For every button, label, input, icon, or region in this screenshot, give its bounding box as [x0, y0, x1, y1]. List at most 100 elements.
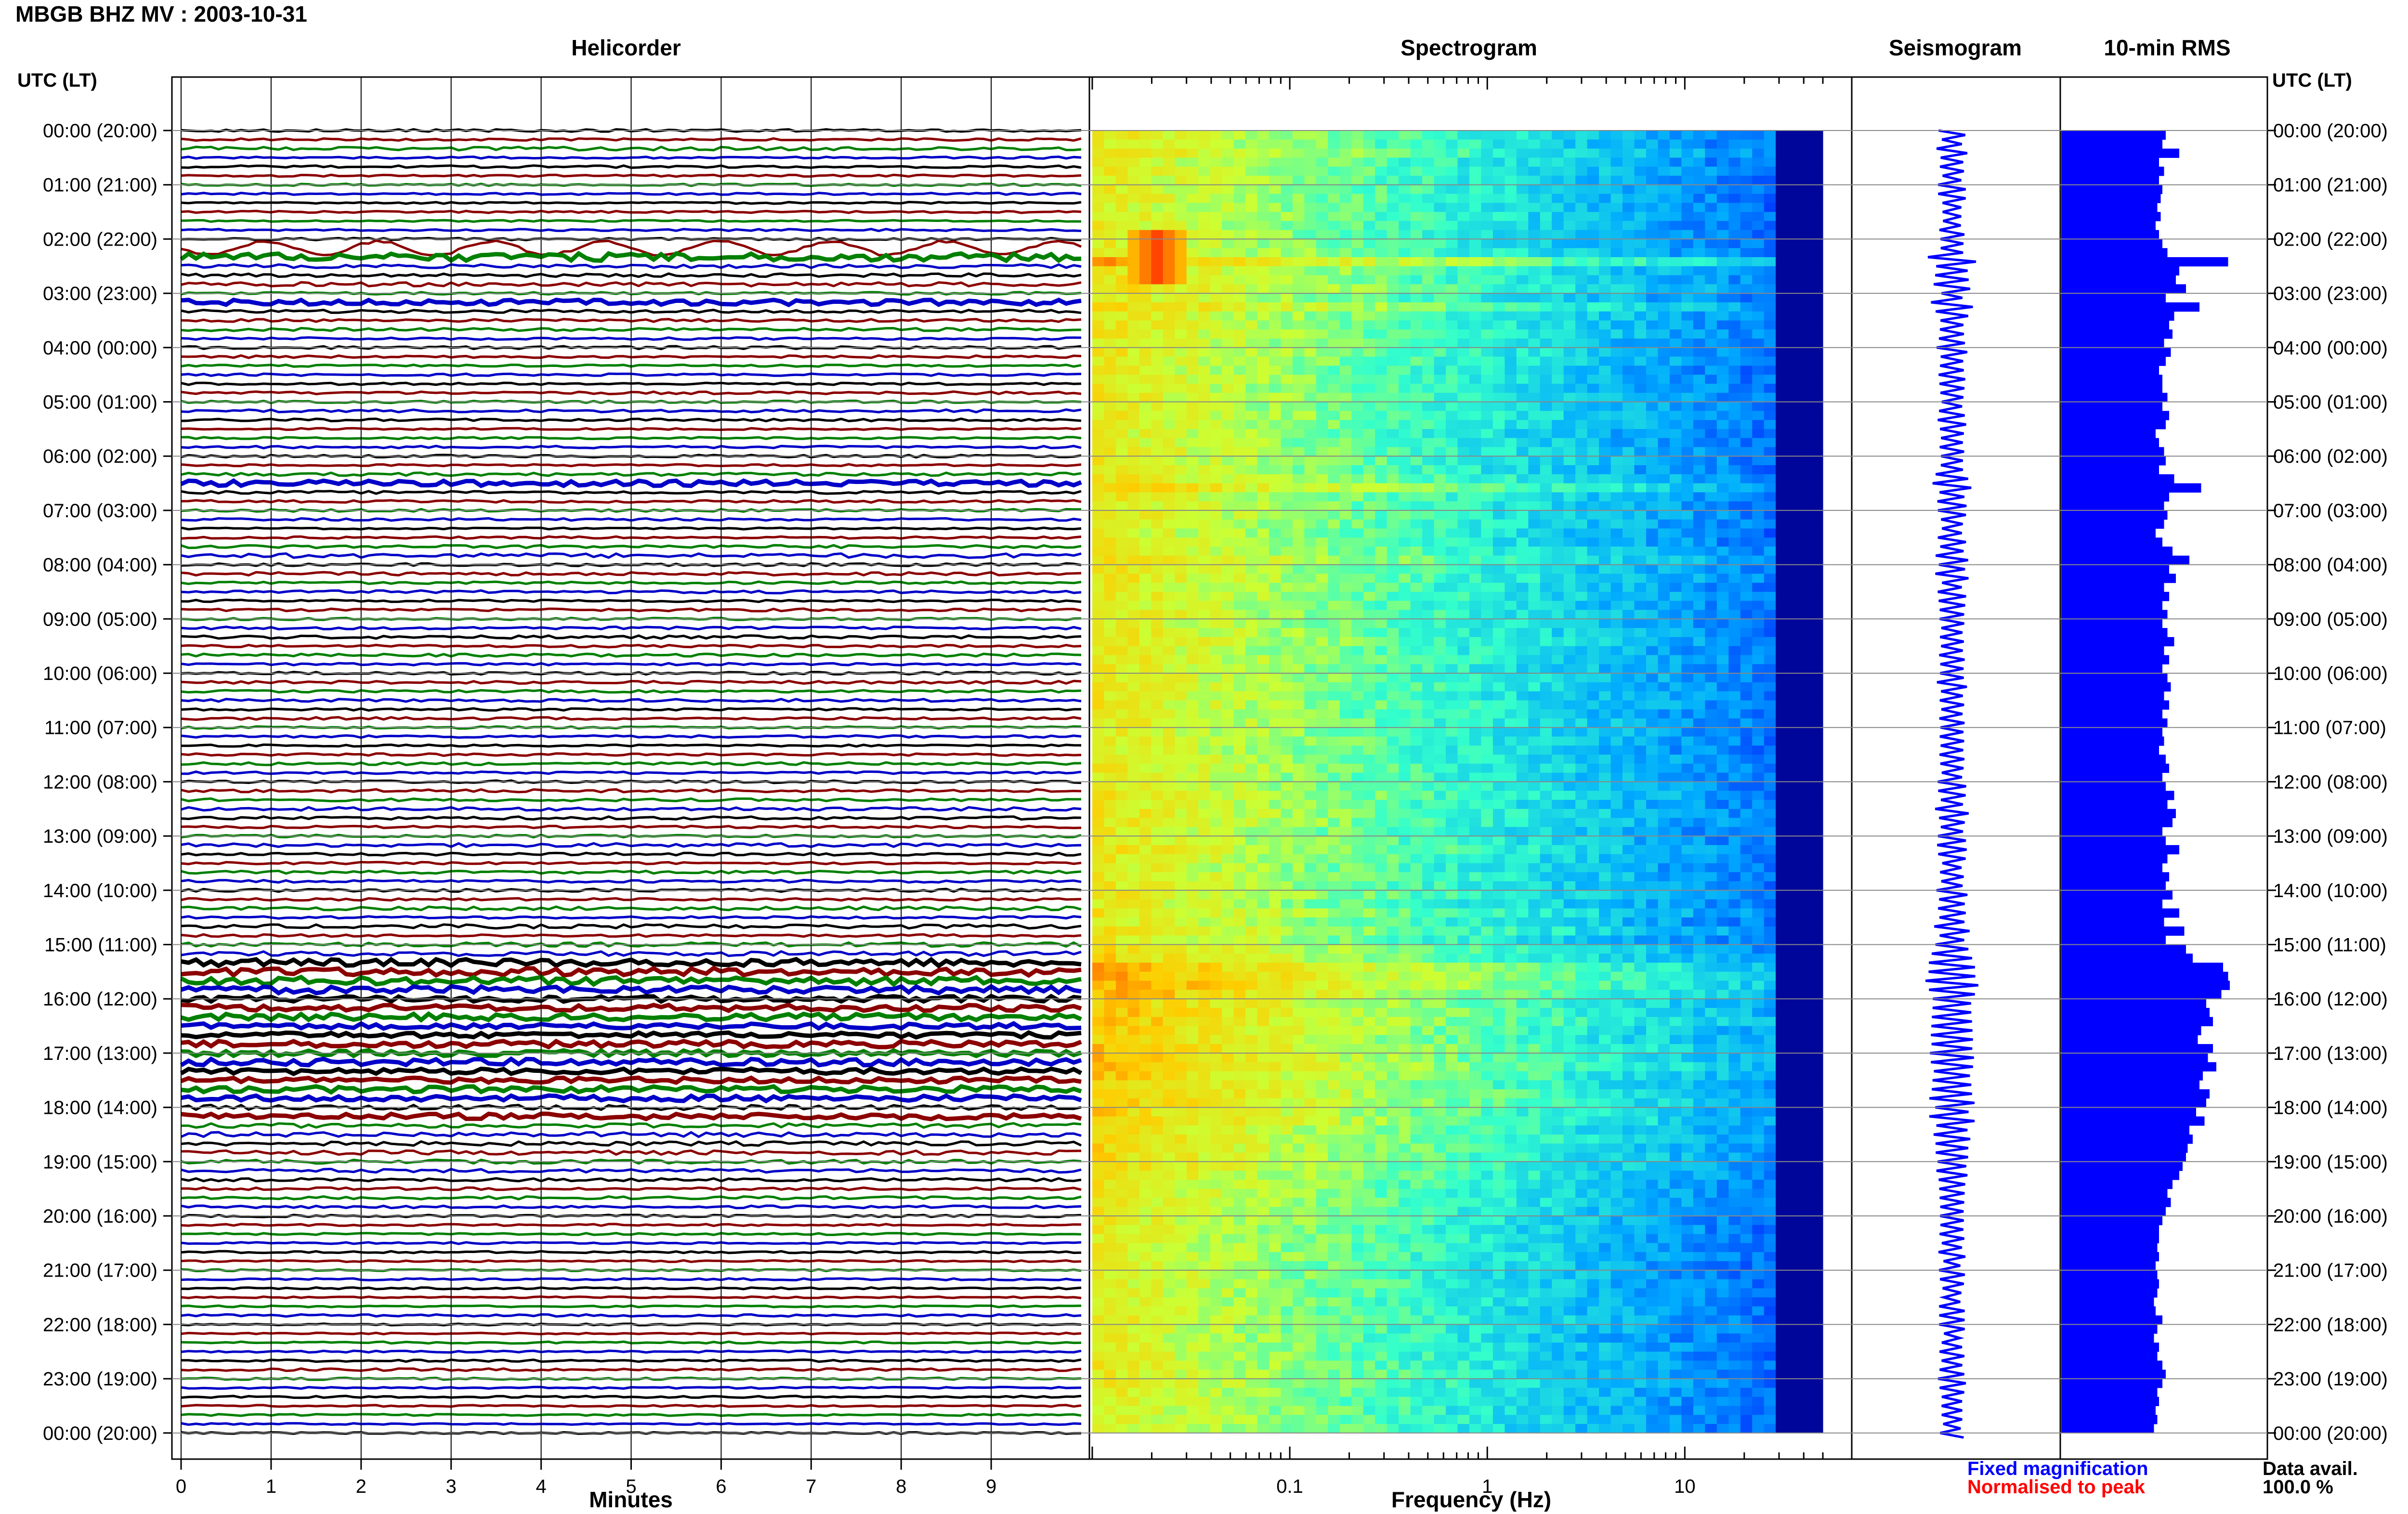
spectrogram-cell [1599, 203, 1611, 212]
spectrogram-cell [1339, 827, 1352, 836]
spectrogram-cell [1115, 655, 1128, 665]
spectrogram-cell [1469, 320, 1482, 330]
spectrogram-cell [1776, 465, 1788, 475]
spectrogram-cell [1175, 411, 1187, 420]
spectrogram-cell [1764, 763, 1776, 773]
spectrogram-cell [1115, 646, 1128, 656]
spectrogram-cell [1375, 637, 1387, 647]
spectrogram-cell [1787, 139, 1800, 149]
spectrogram-cell [1245, 456, 1258, 466]
spectrogram-cell [1787, 383, 1800, 393]
spectrogram-cell [1363, 239, 1375, 248]
spectrogram-cell [1587, 628, 1599, 638]
spectrogram-cell [1540, 610, 1552, 619]
spectrogram-cell [1222, 592, 1234, 601]
spectrogram-cell [1623, 465, 1635, 475]
spectrogram-cell [1669, 383, 1682, 393]
spectrogram-cell [1457, 257, 1470, 267]
spectrogram-cell [1457, 646, 1470, 656]
spectrogram-cell [1752, 392, 1765, 403]
spectrogram-cell [1540, 175, 1552, 185]
spectrogram-cell [1375, 320, 1387, 330]
spectrogram-cell [1127, 465, 1140, 475]
spectrogram-cell [1127, 755, 1140, 764]
spectrogram-cell [1740, 619, 1753, 628]
spectrogram-cell [1752, 691, 1765, 701]
spectrogram-cell [1115, 239, 1128, 248]
spectrogram-cell [1740, 655, 1753, 665]
spectrogram-cell [1587, 637, 1599, 647]
spectrogram-cell [1233, 203, 1246, 212]
spectrogram-cell [1575, 574, 1588, 583]
spectrogram-cell [1728, 736, 1741, 746]
spectrogram-cell [1563, 592, 1576, 601]
spectrogram-cell [1339, 637, 1352, 647]
spectrogram-cell [1610, 637, 1623, 647]
spectrogram-cell [1151, 402, 1164, 411]
spectrogram-cell [1151, 537, 1164, 547]
spectrogram-cell [1705, 664, 1717, 674]
spectrogram-cell [1599, 411, 1611, 420]
spectrogram-cell [1233, 592, 1246, 601]
spectrogram-cell [1363, 474, 1375, 484]
spectrogram-cell [1457, 411, 1470, 420]
spectrogram-cell [1422, 772, 1435, 782]
spectrogram-cell [1139, 610, 1152, 619]
spectrogram-cell [1693, 682, 1705, 692]
spectrogram-cell [1563, 383, 1576, 393]
spectrogram-cell [1634, 339, 1647, 348]
spectrogram-cell [1422, 275, 1435, 285]
spectrogram-cell [1257, 510, 1269, 520]
spectrogram-cell [1776, 411, 1788, 420]
spectrogram-cell [1304, 383, 1317, 393]
spectrogram-cell [1198, 175, 1211, 185]
spectrogram-cell [1363, 284, 1375, 294]
spectrogram-cell [1163, 356, 1175, 366]
spectrogram-cell [1728, 637, 1741, 647]
spectrogram-cell [1387, 266, 1399, 276]
spectrogram-cell [1399, 465, 1411, 475]
spectrogram-cell [1646, 583, 1659, 592]
spectrogram-cell [1175, 284, 1187, 294]
spectrogram-cell [1646, 600, 1659, 611]
spectrogram-cell [1764, 637, 1776, 647]
spectrogram-cell [1233, 239, 1246, 248]
spectrogram-cell [1304, 564, 1317, 574]
spectrogram-cell [1740, 257, 1753, 267]
spectrogram-cell [1422, 148, 1435, 158]
spectrogram-cell [1210, 836, 1222, 846]
spectrogram-cell [1339, 184, 1352, 195]
spectrogram-cell [1127, 356, 1140, 366]
spectrogram-cell [1139, 592, 1152, 601]
spectrogram-cell [1210, 293, 1222, 303]
spectrogram-cell [1092, 266, 1105, 276]
spectrogram-cell [1658, 465, 1670, 475]
spectrogram-cell [1281, 501, 1293, 511]
spectrogram-cell [1740, 528, 1753, 538]
spectrogram-cell [1599, 492, 1611, 502]
spectrogram-cell [1293, 619, 1305, 628]
spectrogram-cell [1127, 583, 1140, 592]
spectrogram-cell [1269, 239, 1282, 248]
spectrogram-cell [1186, 392, 1199, 403]
spectrogram-cell [1552, 637, 1564, 647]
spectrogram-cell [1752, 628, 1765, 638]
spectrogram-cell [1422, 131, 1435, 140]
spectrogram-cell [1387, 519, 1399, 529]
spectrogram-cell [1163, 691, 1175, 701]
spectrogram-cell [1198, 800, 1211, 809]
spectrogram-cell [1693, 311, 1705, 321]
spectrogram-cell [1764, 420, 1776, 430]
spectrogram-cell [1481, 763, 1493, 773]
spectrogram-cell [1387, 528, 1399, 538]
spectrogram-cell [1422, 302, 1435, 312]
spectrogram-cell [1328, 691, 1340, 701]
spectrogram-cell [1623, 339, 1635, 348]
spectrogram-cell [1434, 745, 1446, 755]
spectrogram-cell [1764, 248, 1776, 258]
spectrogram-cell [1799, 583, 1812, 592]
spectrogram-cell [1776, 745, 1788, 755]
spectrogram-cell [1457, 736, 1470, 746]
spectrogram-cell [1387, 718, 1399, 728]
spectrogram-cell [1316, 175, 1328, 185]
